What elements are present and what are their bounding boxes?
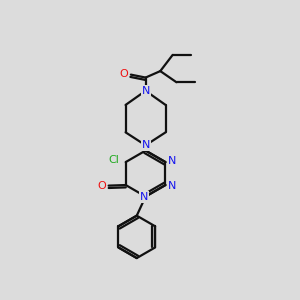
Text: N: N (168, 157, 176, 166)
Text: Cl: Cl (108, 155, 119, 165)
Text: O: O (119, 69, 128, 79)
Text: N: N (141, 140, 150, 150)
Text: O: O (97, 181, 106, 190)
Text: N: N (140, 192, 148, 202)
Text: N: N (168, 181, 176, 190)
Text: N: N (141, 86, 150, 96)
